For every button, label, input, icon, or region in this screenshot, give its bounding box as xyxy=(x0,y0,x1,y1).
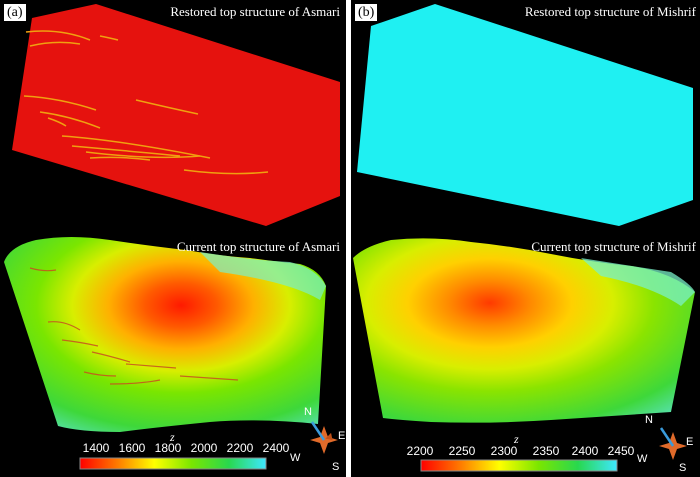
colorbar-tick: 2250 xyxy=(448,444,476,458)
colorbar-tick: 1400 xyxy=(82,441,110,455)
restored-title: Restored top structure of Asmari xyxy=(170,4,340,19)
colorbar-mishrif xyxy=(420,459,618,472)
compass-n: N xyxy=(304,406,312,418)
panel-divider xyxy=(346,0,351,477)
colorbar-tick: 1800 xyxy=(154,441,182,455)
colorbar-label: z xyxy=(514,432,519,446)
panel-mishrif: (b) Restored top structure of Mishrif Cu… xyxy=(351,0,700,477)
compass-s: S xyxy=(332,461,340,473)
colorbar-tick: 2000 xyxy=(190,441,218,455)
colorbar-tick: 2350 xyxy=(532,444,560,458)
panel-asmari: (a) Restored top structure of Asmari Cur… xyxy=(0,0,346,477)
compass-s: S xyxy=(679,462,687,474)
restored-title: Restored top structure of Mishrif xyxy=(524,4,696,19)
mishrif-graphics xyxy=(353,4,695,472)
colorbar-tick: 1600 xyxy=(118,441,146,455)
compass-e: E xyxy=(686,436,694,448)
colorbar-tick: 2400 xyxy=(262,441,290,455)
compass-w: W xyxy=(290,452,301,464)
restored-surface-asmari xyxy=(12,4,340,226)
current-surface-asmari xyxy=(4,237,326,432)
current-title: Current top structure of Asmari xyxy=(176,239,340,254)
colorbar-asmari xyxy=(79,457,267,470)
current-title: Current top structure of Mishrif xyxy=(531,239,696,254)
compass-e: E xyxy=(338,430,346,442)
colorbar-tick: 2450 xyxy=(607,444,635,458)
colorbar-tick: 2400 xyxy=(571,444,599,458)
fault-traces xyxy=(23,30,269,175)
colorbar-tick: 2300 xyxy=(490,444,518,458)
colorbar-label: z xyxy=(170,430,175,444)
compass-rose xyxy=(310,421,338,454)
asmari-graphics xyxy=(4,4,340,470)
compass-w: W xyxy=(637,453,648,465)
panel-tag: (a) xyxy=(4,4,26,21)
colorbar-tick: 2200 xyxy=(226,441,254,455)
panel-tag: (b) xyxy=(355,4,378,21)
compass-n: N xyxy=(645,414,653,426)
current-surface-mishrif xyxy=(353,238,695,423)
colorbar-tick: 2200 xyxy=(406,444,434,458)
compass-rose xyxy=(659,427,687,460)
restored-surface-mishrif xyxy=(357,4,693,226)
